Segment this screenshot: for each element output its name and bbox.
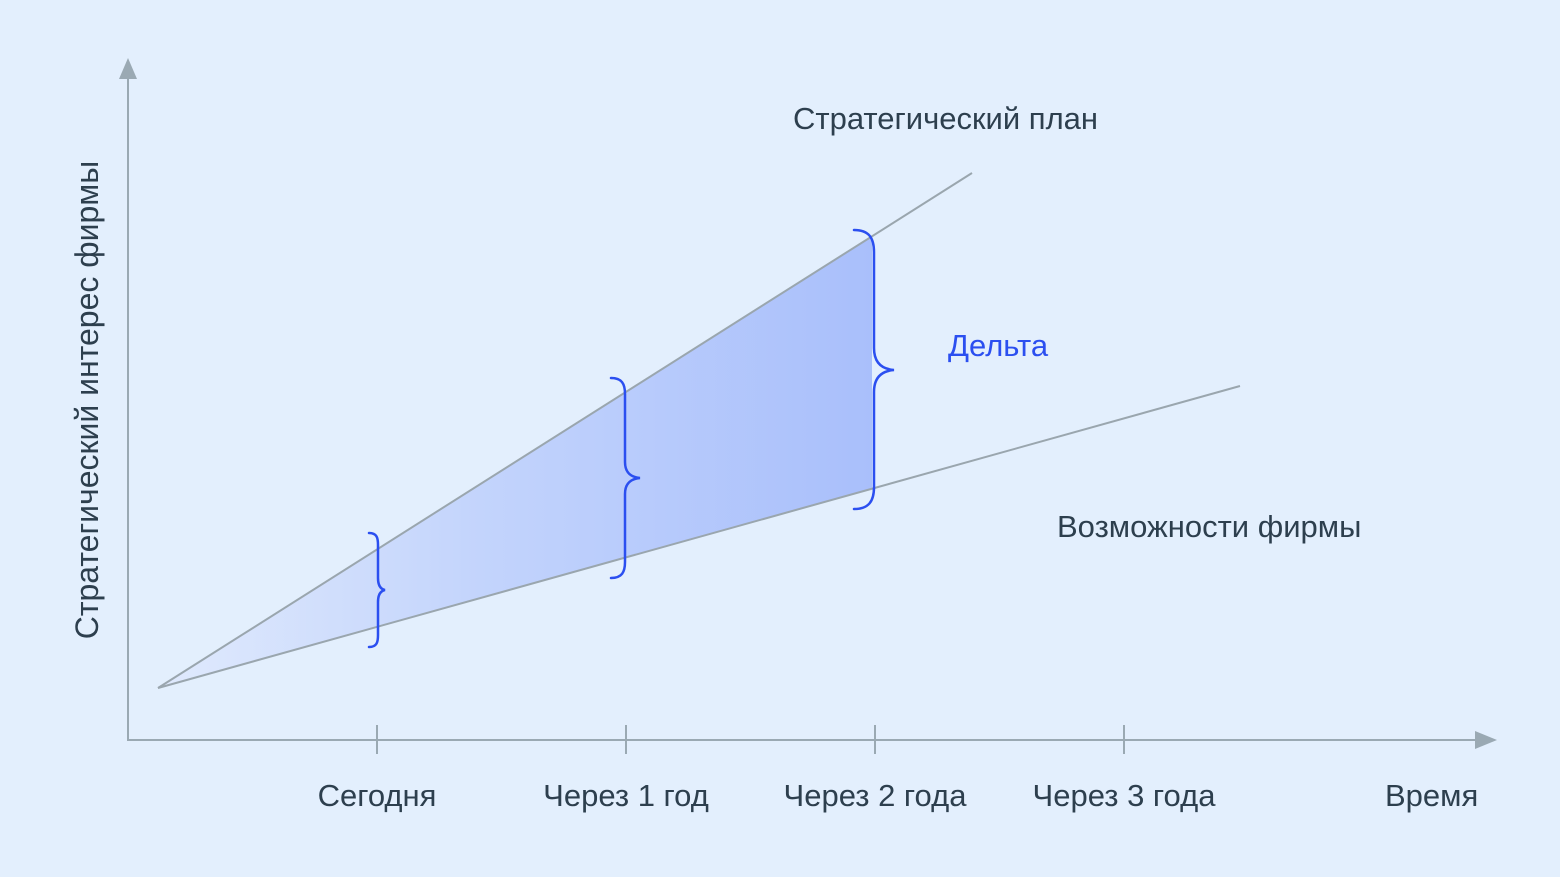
y-axis-arrow-icon	[119, 58, 137, 79]
x-tick-label-today: Сегодня	[317, 778, 437, 813]
x-axis-label: Время	[1385, 778, 1479, 813]
capability-line	[157, 385, 1241, 689]
x-tick-label-year2: Через 2 года	[783, 778, 967, 813]
x-axis-ticks	[376, 725, 1125, 754]
delta-brace-year2-icon	[852, 228, 895, 511]
x-axis-arrow-icon	[1475, 731, 1497, 749]
y-axis-label: Стратегический интерес фирмы	[69, 160, 105, 640]
capability-label: Возможности фирмы	[1057, 509, 1362, 544]
x-tick-label-year1: Через 1 год	[543, 778, 709, 813]
strategic-plan-label: Стратегический план	[793, 101, 1099, 136]
x-tick-label-year3: Через 3 года	[1032, 778, 1216, 813]
delta-brace-year1-icon	[609, 376, 641, 580]
strategic-plan-line	[157, 172, 973, 689]
delta-brace-today-icon	[367, 531, 386, 649]
delta-label: Дельта	[948, 328, 1049, 363]
